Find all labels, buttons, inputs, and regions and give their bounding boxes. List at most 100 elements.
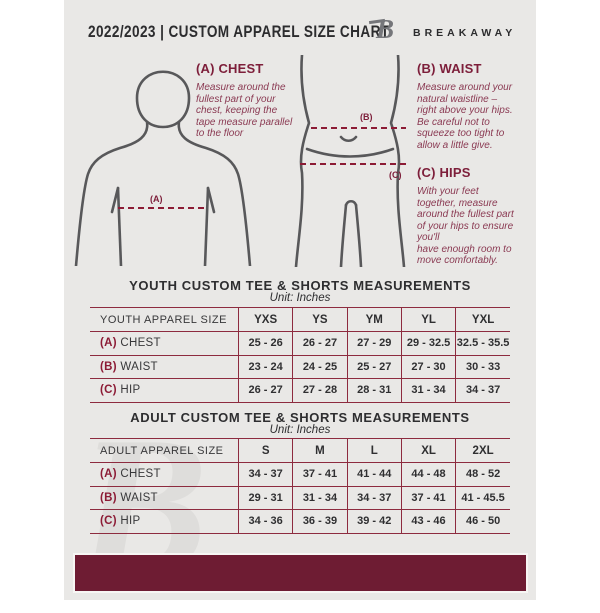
size-col-header: YL — [400, 307, 456, 332]
measurement-cell: 24 - 25 — [292, 355, 348, 379]
row-name: CHEST — [120, 468, 161, 481]
row-label-cell: (A) CHEST — [90, 332, 239, 356]
breakaway-logo-icon: B — [376, 14, 395, 44]
measurement-cell: 44 - 48 — [400, 462, 456, 486]
measurement-cell: 32.5 - 35.5 — [455, 331, 510, 355]
row-label-cell: (C) HIP — [90, 379, 239, 403]
measurement-cell: 31 - 34 — [400, 378, 456, 402]
measurement-cell: 34 - 37 — [346, 486, 402, 510]
left-shoulder-arm — [74, 120, 149, 266]
size-col-header: M — [292, 438, 348, 463]
measurement-cell: 26 - 27 — [292, 331, 348, 355]
chest-heading: (A) CHEST — [196, 61, 264, 76]
table-row: (B) WAIST 29 - 31 31 - 34 34 - 37 37 - 4… — [90, 486, 510, 510]
measurement-cell: 43 - 46 — [400, 509, 456, 533]
row-key: (A) — [100, 337, 117, 350]
measurement-cell: 39 - 42 — [346, 509, 402, 533]
table-row: (A) CHEST 25 - 26 26 - 27 27 - 29 29 - 3… — [90, 331, 510, 356]
row-key: (C) — [100, 384, 117, 397]
row-label-cell: (A) CHEST — [90, 463, 239, 487]
left-torso-side — [116, 186, 123, 266]
size-col-header: YM — [346, 307, 402, 332]
size-col-header: YXL — [455, 307, 510, 332]
hips-line-tag: (C) — [389, 170, 402, 180]
measurement-cell: 25 - 26 — [237, 331, 293, 355]
waistband-curve — [305, 147, 395, 158]
adult-unit-label: Unit: Inches — [269, 424, 331, 436]
row-key: (C) — [100, 515, 117, 528]
table-row: (C) HIP 26 - 27 27 - 28 28 - 31 31 - 34 … — [90, 378, 510, 403]
measurement-cell: 37 - 41 — [400, 486, 456, 510]
table-row: (C) HIP 34 - 36 36 - 39 39 - 42 43 - 46 … — [90, 509, 510, 534]
right-hip-leg — [389, 55, 406, 267]
youth-unit-label: Unit: Inches — [269, 292, 331, 304]
waist-line-tag: (B) — [360, 112, 373, 122]
measurement-cell: 29 - 31 — [237, 486, 293, 510]
chest-line-tag: (A) — [150, 194, 163, 204]
hips-heading: (C) HIPS — [417, 165, 471, 180]
row-key: (B) — [100, 360, 117, 373]
size-col-header: YS — [292, 307, 348, 332]
youth-size-table: YOUTH APPAREL SIZE YXS YS YM YL YXL (A) … — [90, 307, 510, 403]
right-torso-side — [203, 186, 210, 266]
hips-measure-line — [300, 163, 407, 166]
adult-header-row: ADULT APPAREL SIZE S M L XL 2XL — [90, 438, 510, 463]
left-hip-leg — [294, 55, 311, 267]
size-chart-document: B 2022/2023 | CUSTOM APPAREL SIZE CHART … — [64, 0, 536, 603]
adult-size-label-cell: ADULT APPAREL SIZE — [100, 444, 224, 457]
crotch-curve — [344, 199, 358, 207]
measurement-cell: 41 - 45.5 — [455, 486, 510, 510]
waist-heading: (B) WAIST — [417, 61, 482, 76]
size-col-header: 2XL — [455, 438, 510, 463]
measurement-cell: 37 - 41 — [292, 462, 348, 486]
size-col-header: YXS — [237, 307, 293, 332]
measurement-cell: 23 - 24 — [237, 355, 293, 379]
table-row: (A) CHEST 34 - 37 37 - 41 41 - 44 44 - 4… — [90, 462, 510, 487]
row-label-cell: (B) WAIST — [90, 355, 239, 379]
measurement-cell: 29 - 32.5 — [400, 331, 456, 355]
measurement-cell: 41 - 44 — [346, 462, 402, 486]
measurement-cell: 27 - 28 — [292, 378, 348, 402]
chest-measure-line — [118, 207, 206, 210]
adult-size-table: ADULT APPAREL SIZE S M L XL 2XL (A) CHES… — [90, 438, 510, 534]
left-inner-leg — [339, 203, 348, 267]
row-label-cell: (B) WAIST — [90, 486, 239, 510]
size-col-header: L — [346, 438, 402, 463]
row-key: (B) — [100, 491, 117, 504]
navel-mark — [339, 135, 358, 143]
youth-size-label-cell: YOUTH APPAREL SIZE — [100, 313, 227, 326]
measurement-cell: 34 - 37 — [455, 378, 510, 402]
head-outline — [135, 70, 191, 129]
row-label-cell: (C) HIP — [90, 510, 239, 534]
row-key: (A) — [100, 468, 117, 481]
row-name: HIP — [120, 384, 141, 397]
right-shoulder-arm — [177, 120, 252, 266]
measurement-cell: 30 - 33 — [455, 355, 510, 379]
measurement-cell: 27 - 29 — [346, 331, 402, 355]
table-row: (B) WAIST 23 - 24 24 - 25 25 - 27 27 - 3… — [90, 355, 510, 379]
measurement-cell: 34 - 36 — [237, 509, 293, 533]
waist-measure-line — [311, 127, 406, 130]
footer-accent-bar — [73, 553, 528, 593]
row-name: HIP — [120, 515, 141, 528]
adult-section-title: ADULT CUSTOM TEE & SHORTS MEASUREMENTS — [130, 410, 470, 425]
row-name: WAIST — [120, 491, 158, 504]
row-name: WAIST — [120, 360, 158, 373]
measurement-cell: 46 - 50 — [455, 509, 510, 533]
measurement-cell: 25 - 27 — [346, 355, 402, 379]
measurement-cell: 28 - 31 — [346, 378, 402, 402]
row-name: CHEST — [120, 337, 161, 350]
size-col-header: XL — [400, 438, 456, 463]
measurement-cell: 31 - 34 — [292, 486, 348, 510]
hips-instructions: With your feet together, measure around … — [417, 186, 514, 266]
measurement-cell: 27 - 30 — [400, 355, 456, 379]
measurement-cell: 34 - 37 — [237, 462, 293, 486]
size-col-header: S — [237, 438, 293, 463]
youth-header-row: YOUTH APPAREL SIZE YXS YS YM YL YXL — [90, 307, 510, 332]
page-title: 2022/2023 | CUSTOM APPAREL SIZE CHART — [88, 22, 390, 41]
brand-name: BREAKAWAY — [413, 27, 517, 39]
youth-section-title: YOUTH CUSTOM TEE & SHORTS MEASUREMENTS — [129, 278, 471, 293]
measurement-cell: 36 - 39 — [292, 509, 348, 533]
waist-instructions: Measure around your natural waistline – … — [417, 82, 513, 151]
chest-instructions: Measure around the fullest part of your … — [196, 82, 293, 139]
